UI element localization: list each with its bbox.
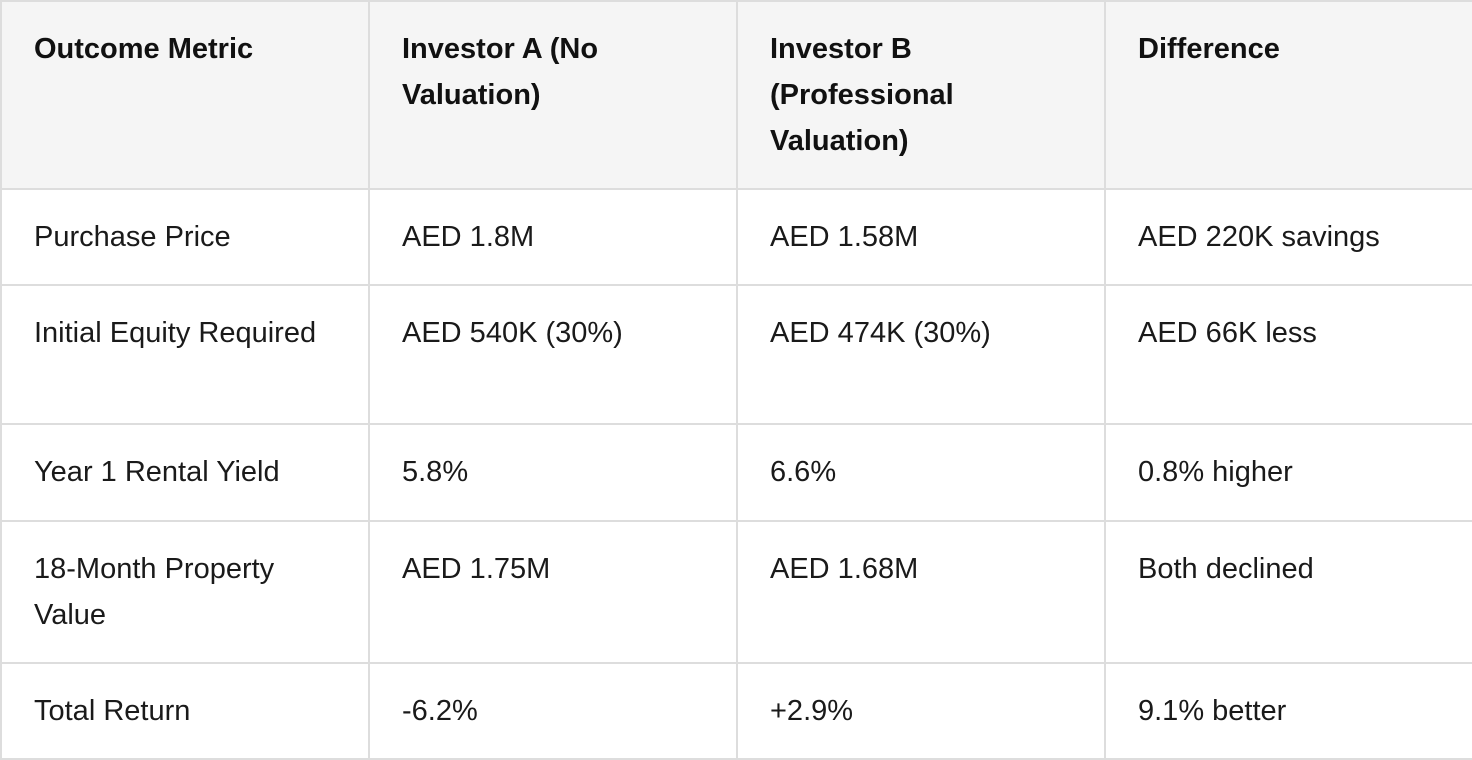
table-row-initial-equity: Initial Equity Required AED 540K (30%) A… xyxy=(0,284,1472,425)
investor-b-cell: AED 474K (30%) xyxy=(736,284,1106,425)
metric-cell: 18-Month Property Value xyxy=(0,520,370,664)
difference-cell: AED 220K savings xyxy=(1104,188,1472,286)
investor-b-cell: 6.6% xyxy=(736,423,1106,522)
metric-cell: Purchase Price xyxy=(0,188,370,286)
table-row-purchase-price: Purchase Price AED 1.8M AED 1.58M AED 22… xyxy=(0,188,1472,286)
metric-cell: Total Return xyxy=(0,662,370,760)
investor-b-cell: AED 1.68M xyxy=(736,520,1106,664)
difference-cell: AED 66K less xyxy=(1104,284,1472,425)
metric-cell: Year 1 Rental Yield xyxy=(0,423,370,522)
investor-a-cell: AED 1.8M xyxy=(368,188,738,286)
investor-a-cell: 5.8% xyxy=(368,423,738,522)
column-header-investor-b: Investor B (Professional Valuation) xyxy=(736,0,1106,190)
difference-cell: 9.1% better xyxy=(1104,662,1472,760)
difference-cell: 0.8% higher xyxy=(1104,423,1472,522)
column-header-investor-a: Investor A (No Valuation) xyxy=(368,0,738,190)
column-header-difference: Difference xyxy=(1104,0,1472,190)
table-row-property-value: 18-Month Property Value AED 1.75M AED 1.… xyxy=(0,520,1472,664)
table-row-rental-yield: Year 1 Rental Yield 5.8% 6.6% 0.8% highe… xyxy=(0,423,1472,522)
investor-b-cell: AED 1.58M xyxy=(736,188,1106,286)
difference-cell: Both declined xyxy=(1104,520,1472,664)
header-row: Outcome Metric Investor A (No Valuation)… xyxy=(0,0,1472,190)
investor-a-cell: -6.2% xyxy=(368,662,738,760)
investor-a-cell: AED 1.75M xyxy=(368,520,738,664)
table-row-total-return: Total Return -6.2% +2.9% 9.1% better xyxy=(0,662,1472,760)
metric-cell: Initial Equity Required xyxy=(0,284,370,425)
investor-b-cell: +2.9% xyxy=(736,662,1106,760)
investor-a-cell: AED 540K (30%) xyxy=(368,284,738,425)
column-header-outcome-metric: Outcome Metric xyxy=(0,0,370,190)
